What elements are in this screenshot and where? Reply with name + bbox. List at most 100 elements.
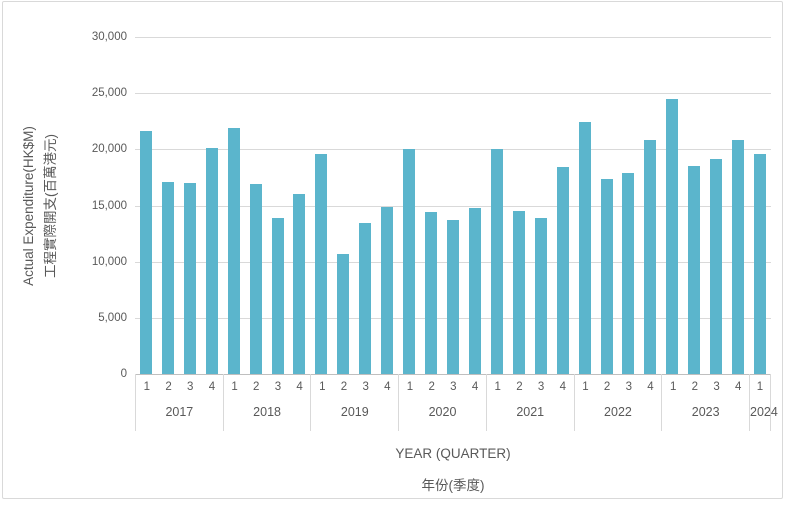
bar-2019-q4: [381, 206, 394, 374]
year-group-2021: 1 2 3 4 2021: [485, 374, 574, 431]
year-group-2023: 1 2 3 4 2023: [661, 374, 749, 431]
bar-2018-q3: [271, 217, 284, 374]
bar-2021-q2: [512, 211, 525, 374]
year-group-2024: 1 2024: [749, 374, 778, 431]
y-axis-title-english: Actual Expenditure(HK$M): [21, 126, 36, 286]
y-tick-label: 15,000: [91, 199, 127, 212]
year-group-2022: 1 2 3 4 2022: [573, 374, 662, 431]
quarter-label-2021-q3: 3: [537, 381, 545, 393]
quarter-label-2019-q1: 1: [319, 381, 326, 393]
x-axis-title-chinese: 年份(季度): [421, 478, 485, 493]
bar-2019-q1: [315, 153, 328, 374]
bar-2021-q4: [556, 167, 569, 374]
y-tick-label: 10,000: [91, 255, 127, 268]
bar-2022-q4: [644, 140, 657, 374]
bar-2020-q3: [447, 220, 459, 374]
quarter-label-2017-q1: 1: [143, 381, 151, 393]
bar-2020-q1: [403, 149, 416, 374]
x-axis-title-english: YEAR (QUARTER): [395, 446, 511, 461]
gridline-25000: [135, 93, 771, 95]
bar-2017-q3: [183, 183, 196, 374]
year-group-2020: 1 2 3 4 2020: [398, 374, 486, 431]
bar-2024-q1: [754, 153, 767, 374]
quarter-label-2024-q1: 1: [756, 381, 764, 393]
y-tick-label: 25,000: [91, 87, 127, 100]
bar-2022-q1: [578, 122, 591, 374]
bar-2023-q1: [666, 98, 679, 374]
y-tick-label: 5,000: [98, 311, 127, 324]
quarter-label-2018-q1: 1: [231, 381, 238, 393]
bar-2020-q2: [425, 212, 438, 374]
year-group-2019: 1 2 3 4 2019: [310, 374, 398, 431]
quarter-label-2021-q4: 4: [559, 381, 566, 393]
bar-2018-q2: [249, 184, 262, 374]
bar-2021-q1: [490, 149, 503, 374]
year-group-2018: 1 2 3 4 2018: [222, 374, 311, 431]
bar-2017-q4: [205, 148, 218, 374]
quarter-label-2018-q3: 3: [274, 381, 282, 393]
quarter-label-2023-q2: 2: [691, 381, 699, 393]
bar-2018-q4: [293, 194, 306, 374]
quarter-label-2023-q4: 4: [735, 381, 742, 393]
quarter-row-2018: 1 2 3 4: [224, 374, 311, 400]
y-axis-title-chinese: 工程實際開支(百萬港元): [43, 134, 58, 278]
quarter-label-2017-q4: 4: [208, 381, 216, 393]
bar-2022-q3: [622, 172, 635, 374]
year-label-2018: 2018: [253, 405, 281, 419]
gridline-20000: [135, 149, 771, 151]
year-label-2017: 2017: [165, 405, 194, 419]
quarter-label-2019-q3: 3: [362, 381, 369, 393]
year-label-2021: 2021: [516, 405, 545, 419]
plot-area: [135, 37, 771, 375]
quarter-label-2020-q4: 4: [471, 381, 479, 393]
year-label-2023: 2023: [691, 405, 720, 419]
gridline-15000: [135, 205, 771, 207]
quarter-row-2020: 1 2 3 4: [399, 374, 486, 400]
y-tick-label: 20,000: [91, 143, 127, 156]
y-axis-title: Actual Expenditure(HK$M) 工程實際開支(百萬港元): [18, 6, 62, 406]
quarter-label-2022-q4: 4: [647, 381, 654, 393]
quarter-label-2018-q4: 4: [296, 381, 303, 393]
quarter-row-2023: 1 2 3 4: [662, 374, 749, 400]
bar-2023-q3: [710, 159, 723, 374]
bar-2017-q2: [161, 181, 174, 374]
bar-2023-q2: [688, 166, 701, 374]
quarter-label-2019-q4: 4: [384, 381, 391, 393]
quarter-row-2024: 1: [750, 374, 770, 400]
quarter-label-2018-q2: 2: [253, 381, 260, 393]
bar-2020-q4: [468, 207, 481, 374]
quarter-label-2017-q2: 2: [165, 381, 172, 393]
quarter-label-2021-q2: 2: [516, 381, 523, 393]
bar-2022-q2: [600, 178, 613, 374]
y-tick-label: 30,000: [91, 31, 127, 43]
x-axis-line: [135, 374, 771, 375]
quarter-label-2019-q2: 2: [340, 381, 348, 393]
quarter-row-2021: 1 2 3 4: [487, 374, 574, 400]
year-label-2024: 2024: [750, 405, 778, 419]
bar-2018-q1: [227, 128, 240, 374]
quarter-label-2017-q3: 3: [187, 381, 194, 393]
category-axis: 1 2 3 4 2017 1 2 3 4 2018 1 2 3 4 2019 1 2 3 4 2020 1 2 3 4 2021…: [135, 374, 778, 431]
gridline-30000: [135, 37, 771, 38]
quarter-label-2020-q3: 3: [450, 381, 457, 393]
y-tick-label: 0: [120, 368, 127, 380]
bar-2019-q2: [337, 253, 350, 374]
quarter-label-2023-q3: 3: [713, 381, 720, 393]
bar-2023-q4: [732, 140, 745, 374]
bar-2017-q1: [139, 131, 152, 374]
bar-2021-q3: [534, 217, 547, 374]
year-label-2019: 2019: [340, 405, 369, 419]
quarter-label-2022-q1: 1: [582, 381, 589, 393]
quarter-label-2023-q1: 1: [669, 381, 677, 393]
quarter-row-2017: 1 2 3 4: [136, 374, 223, 400]
quarter-label-2020-q1: 1: [406, 381, 414, 393]
quarter-label-2020-q2: 2: [428, 381, 435, 393]
quarter-row-2022: 1 2 3 4: [575, 374, 662, 400]
quarter-label-2021-q1: 1: [494, 381, 501, 393]
quarter-label-2022-q3: 3: [625, 381, 633, 393]
quarter-label-2022-q2: 2: [603, 381, 611, 393]
bar-2019-q3: [359, 223, 372, 374]
year-group-2017: 1 2 3 4 2017: [135, 374, 223, 431]
quarter-row-2019: 1 2 3 4: [311, 374, 398, 400]
